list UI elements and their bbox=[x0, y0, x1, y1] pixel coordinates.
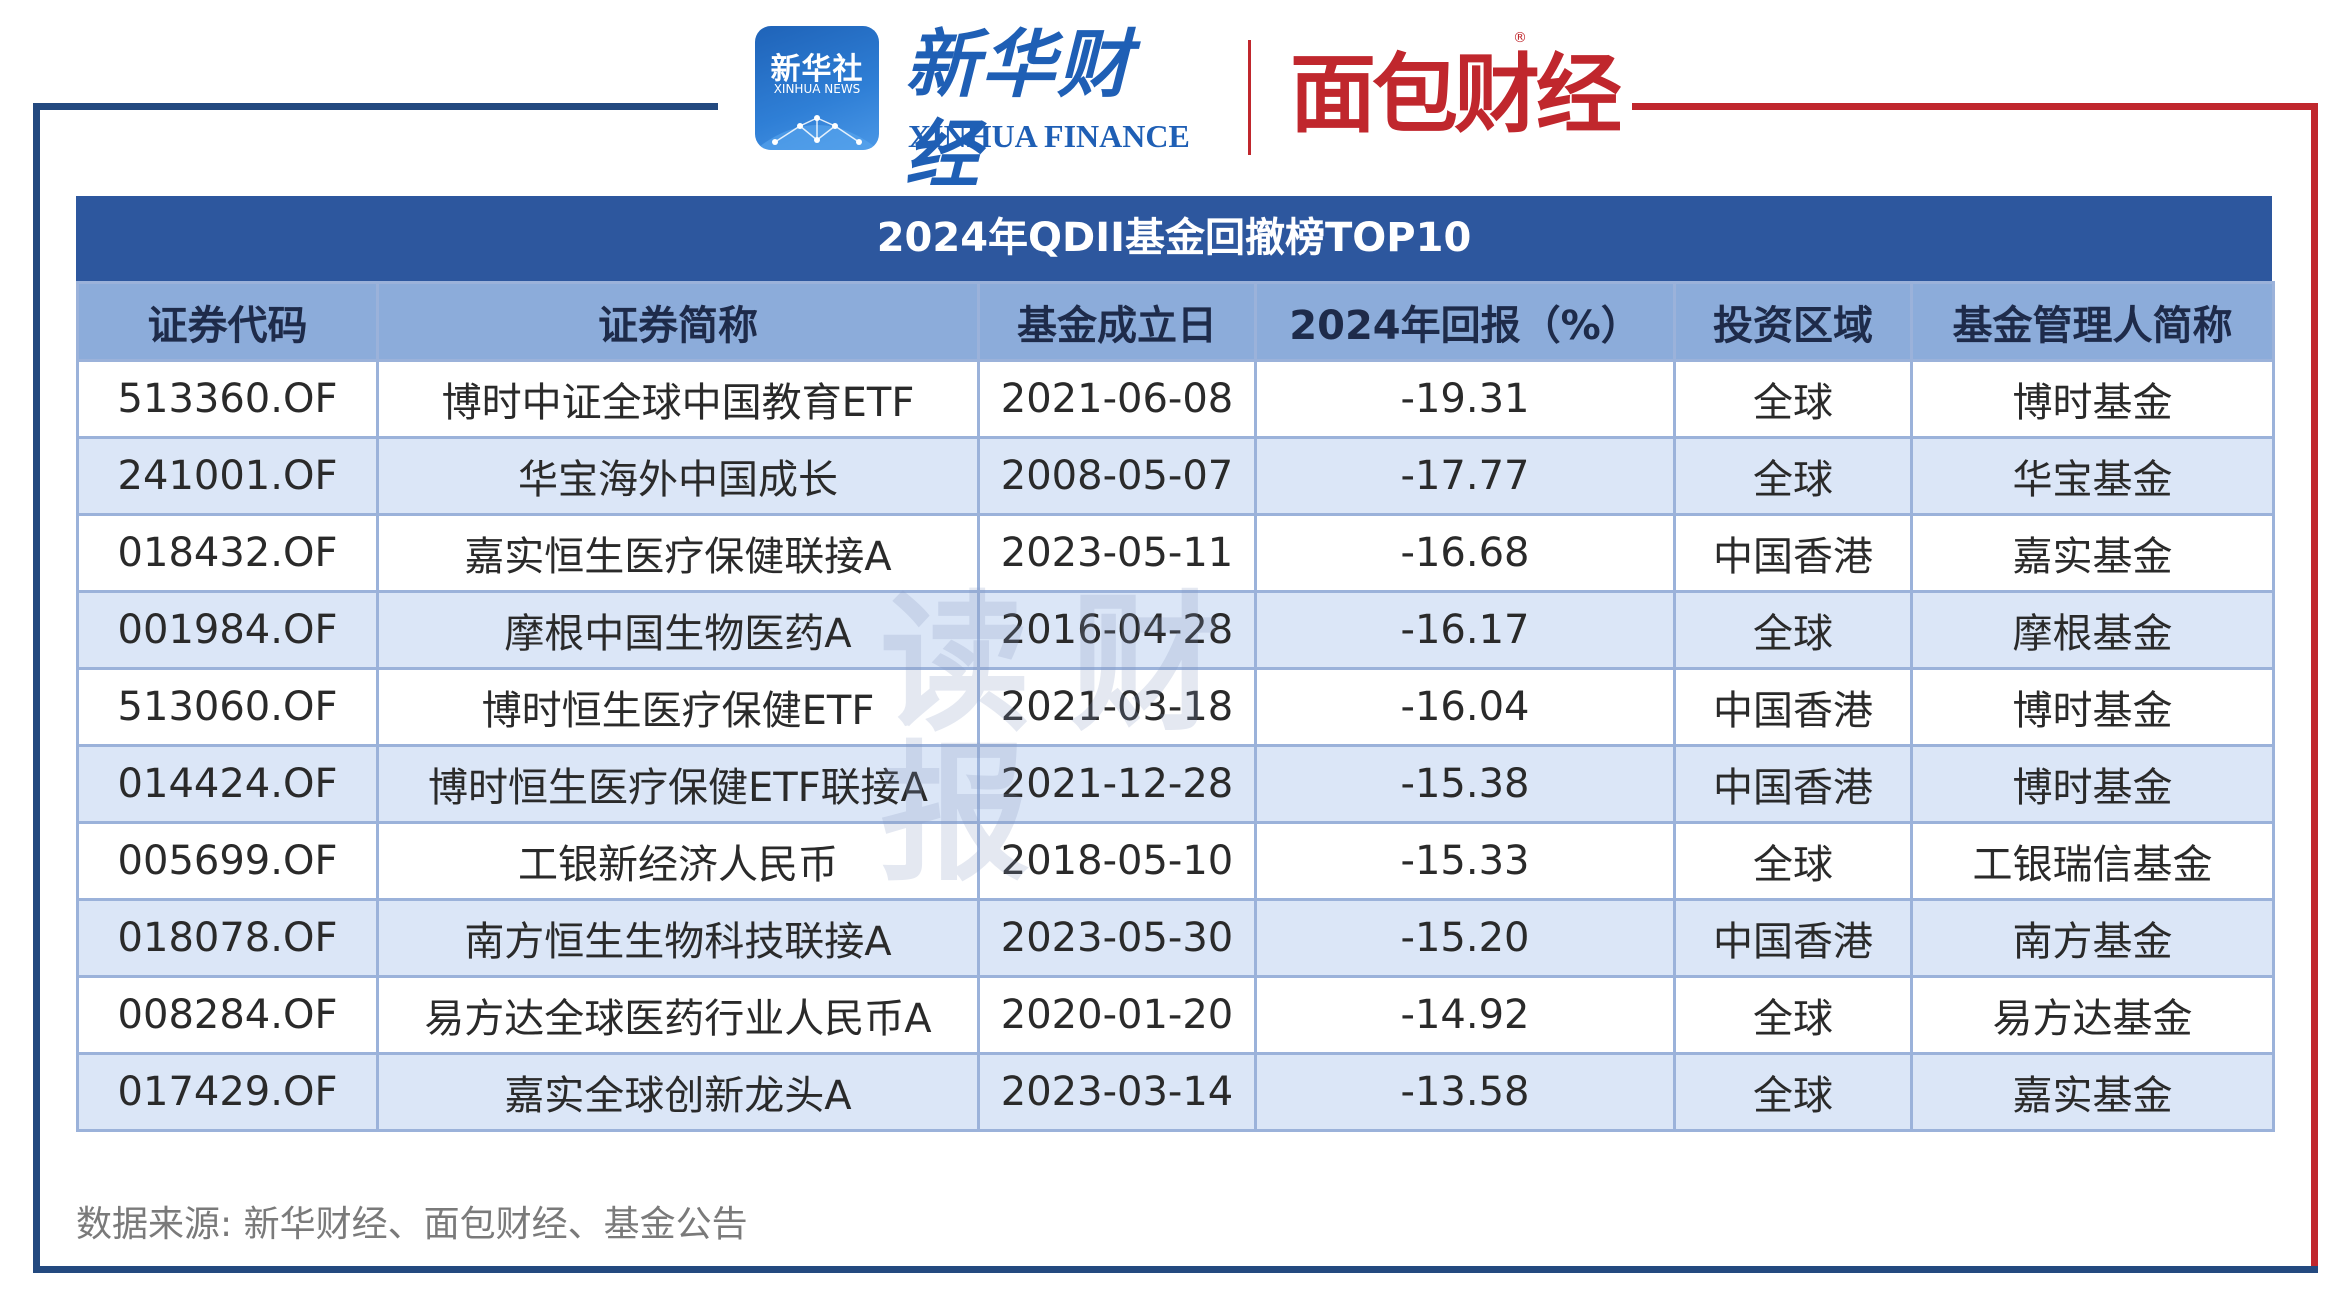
cell-date: 2018-05-10 bbox=[977, 821, 1257, 901]
xinhua-finance-logo-en: XINHUA FINANCE bbox=[908, 118, 1190, 154]
cell-code: 513060.OF bbox=[76, 667, 379, 747]
table-row: 018432.OF 嘉实恒生医疗保健联接A 2023-05-11 -16.68 … bbox=[76, 513, 2275, 593]
cell-date: 2020-01-20 bbox=[977, 975, 1257, 1055]
cell-name: 摩根中国生物医药A bbox=[376, 590, 980, 670]
cell-date: 2008-05-07 bbox=[977, 436, 1257, 516]
cell-region: 中国香港 bbox=[1673, 744, 1913, 824]
table-row: 008284.OF 易方达全球医药行业人民币A 2020-01-20 -14.9… bbox=[76, 975, 2275, 1055]
column-header-manager: 基金管理人简称 bbox=[1910, 281, 2275, 362]
cell-date: 2021-06-08 bbox=[977, 359, 1257, 439]
header-row: 证券代码 证券简称 基金成立日 2024年回报（%） 投资区域 基金管理人简称 bbox=[76, 281, 2275, 362]
fund-drawdown-table: 2024年QDII基金回撤榜TOP10 证券代码 证券简称 基金成立日 2024… bbox=[76, 196, 2275, 1132]
table-row: 513360.OF 博时中证全球中国教育ETF 2021-06-08 -19.3… bbox=[76, 359, 2275, 439]
cell-manager: 易方达基金 bbox=[1910, 975, 2275, 1055]
cell-name: 南方恒生生物科技联接A bbox=[376, 898, 980, 978]
cell-name: 嘉实恒生医疗保健联接A bbox=[376, 513, 980, 593]
network-globe-icon bbox=[755, 115, 879, 150]
cell-name: 博时中证全球中国教育ETF bbox=[376, 359, 980, 439]
cell-code: 513360.OF bbox=[76, 359, 379, 439]
cell-date: 2023-03-14 bbox=[977, 1052, 1257, 1132]
mianbao-finance-logo: 面包财经 bbox=[1290, 45, 1622, 145]
cell-code: 018432.OF bbox=[76, 513, 379, 593]
table-row: 018078.OF 南方恒生生物科技联接A 2023-05-30 -15.20 … bbox=[76, 898, 2275, 978]
frame-bottom-line bbox=[33, 1266, 2318, 1273]
cell-return: -15.33 bbox=[1254, 821, 1676, 901]
cell-name: 易方达全球医药行业人民币A bbox=[376, 975, 980, 1055]
registered-mark: ® bbox=[1513, 30, 1527, 46]
frame-top-right-line bbox=[1632, 103, 2318, 110]
cell-manager: 摩根基金 bbox=[1910, 590, 2275, 670]
cell-date: 2016-04-28 bbox=[977, 590, 1257, 670]
cell-region: 中国香港 bbox=[1673, 513, 1913, 593]
cell-manager: 南方基金 bbox=[1910, 898, 2275, 978]
cell-manager: 华宝基金 bbox=[1910, 436, 2275, 516]
frame-right-line bbox=[2311, 103, 2318, 1273]
cell-return: -17.77 bbox=[1254, 436, 1676, 516]
cell-return: -13.58 bbox=[1254, 1052, 1676, 1132]
cell-region: 中国香港 bbox=[1673, 898, 1913, 978]
cell-region: 中国香港 bbox=[1673, 667, 1913, 747]
cell-code: 017429.OF bbox=[76, 1052, 379, 1132]
column-header-name: 证券简称 bbox=[376, 281, 980, 362]
column-header-return: 2024年回报（%） bbox=[1254, 281, 1676, 362]
table-row: 017429.OF 嘉实全球创新龙头A 2023-03-14 -13.58 全球… bbox=[76, 1052, 2275, 1132]
cell-date: 2021-03-18 bbox=[977, 667, 1257, 747]
column-header-inception-date: 基金成立日 bbox=[977, 281, 1257, 362]
table-row: 513060.OF 博时恒生医疗保健ETF 2021-03-18 -16.04 … bbox=[76, 667, 2275, 747]
xinhua-news-logo: 新华社 XINHUA NEWS bbox=[755, 26, 879, 150]
column-header-region: 投资区域 bbox=[1673, 281, 1913, 362]
column-header-code: 证券代码 bbox=[76, 281, 379, 362]
table-title: 2024年QDII基金回撤榜TOP10 bbox=[76, 196, 2272, 281]
cell-name: 嘉实全球创新龙头A bbox=[376, 1052, 980, 1132]
cell-code: 008284.OF bbox=[76, 975, 379, 1055]
table-row: 005699.OF 工银新经济人民币 2018-05-10 -15.33 全球 … bbox=[76, 821, 2275, 901]
cell-name: 博时恒生医疗保健ETF联接A bbox=[376, 744, 980, 824]
xinhua-badge-cn: 新华社 bbox=[770, 52, 864, 87]
cell-return: -16.68 bbox=[1254, 513, 1676, 593]
cell-region: 全球 bbox=[1673, 975, 1913, 1055]
cell-code: 014424.OF bbox=[76, 744, 379, 824]
cell-manager: 嘉实基金 bbox=[1910, 1052, 2275, 1132]
cell-region: 全球 bbox=[1673, 359, 1913, 439]
cell-manager: 博时基金 bbox=[1910, 667, 2275, 747]
cell-return: -16.17 bbox=[1254, 590, 1676, 670]
cell-return: -19.31 bbox=[1254, 359, 1676, 439]
cell-manager: 嘉实基金 bbox=[1910, 513, 2275, 593]
cell-region: 全球 bbox=[1673, 1052, 1913, 1132]
source-note: 数据来源: 新华财经、面包财经、基金公告 bbox=[76, 1204, 748, 1245]
data-table: 证券代码 证券简称 基金成立日 2024年回报（%） 投资区域 基金管理人简称 … bbox=[76, 281, 2275, 1132]
table-row: 001984.OF 摩根中国生物医药A 2016-04-28 -16.17 全球… bbox=[76, 590, 2275, 670]
frame-left-line bbox=[33, 103, 40, 1273]
cell-return: -16.04 bbox=[1254, 667, 1676, 747]
table-row: 241001.OF 华宝海外中国成长 2008-05-07 -17.77 全球 … bbox=[76, 436, 2275, 516]
cell-name: 华宝海外中国成长 bbox=[376, 436, 980, 516]
cell-manager: 博时基金 bbox=[1910, 359, 2275, 439]
cell-return: -14.92 bbox=[1254, 975, 1676, 1055]
cell-return: -15.38 bbox=[1254, 744, 1676, 824]
cell-manager: 博时基金 bbox=[1910, 744, 2275, 824]
cell-return: -15.20 bbox=[1254, 898, 1676, 978]
logo-divider bbox=[1248, 40, 1251, 155]
cell-region: 全球 bbox=[1673, 590, 1913, 670]
cell-region: 全球 bbox=[1673, 436, 1913, 516]
table-row: 014424.OF 博时恒生医疗保健ETF联接A 2021-12-28 -15.… bbox=[76, 744, 2275, 824]
cell-code: 005699.OF bbox=[76, 821, 379, 901]
cell-code: 241001.OF bbox=[76, 436, 379, 516]
frame-top-left-line bbox=[33, 103, 718, 110]
cell-region: 全球 bbox=[1673, 821, 1913, 901]
xinhua-finance-logo-cn: 新华财经 bbox=[905, 22, 1133, 198]
cell-date: 2023-05-11 bbox=[977, 513, 1257, 593]
cell-code: 018078.OF bbox=[76, 898, 379, 978]
cell-name: 工银新经济人民币 bbox=[376, 821, 980, 901]
cell-code: 001984.OF bbox=[76, 590, 379, 670]
xinhua-badge-en: XINHUA NEWS bbox=[773, 82, 861, 96]
cell-name: 博时恒生医疗保健ETF bbox=[376, 667, 980, 747]
cell-date: 2023-05-30 bbox=[977, 898, 1257, 978]
cell-manager: 工银瑞信基金 bbox=[1910, 821, 2275, 901]
cell-date: 2021-12-28 bbox=[977, 744, 1257, 824]
